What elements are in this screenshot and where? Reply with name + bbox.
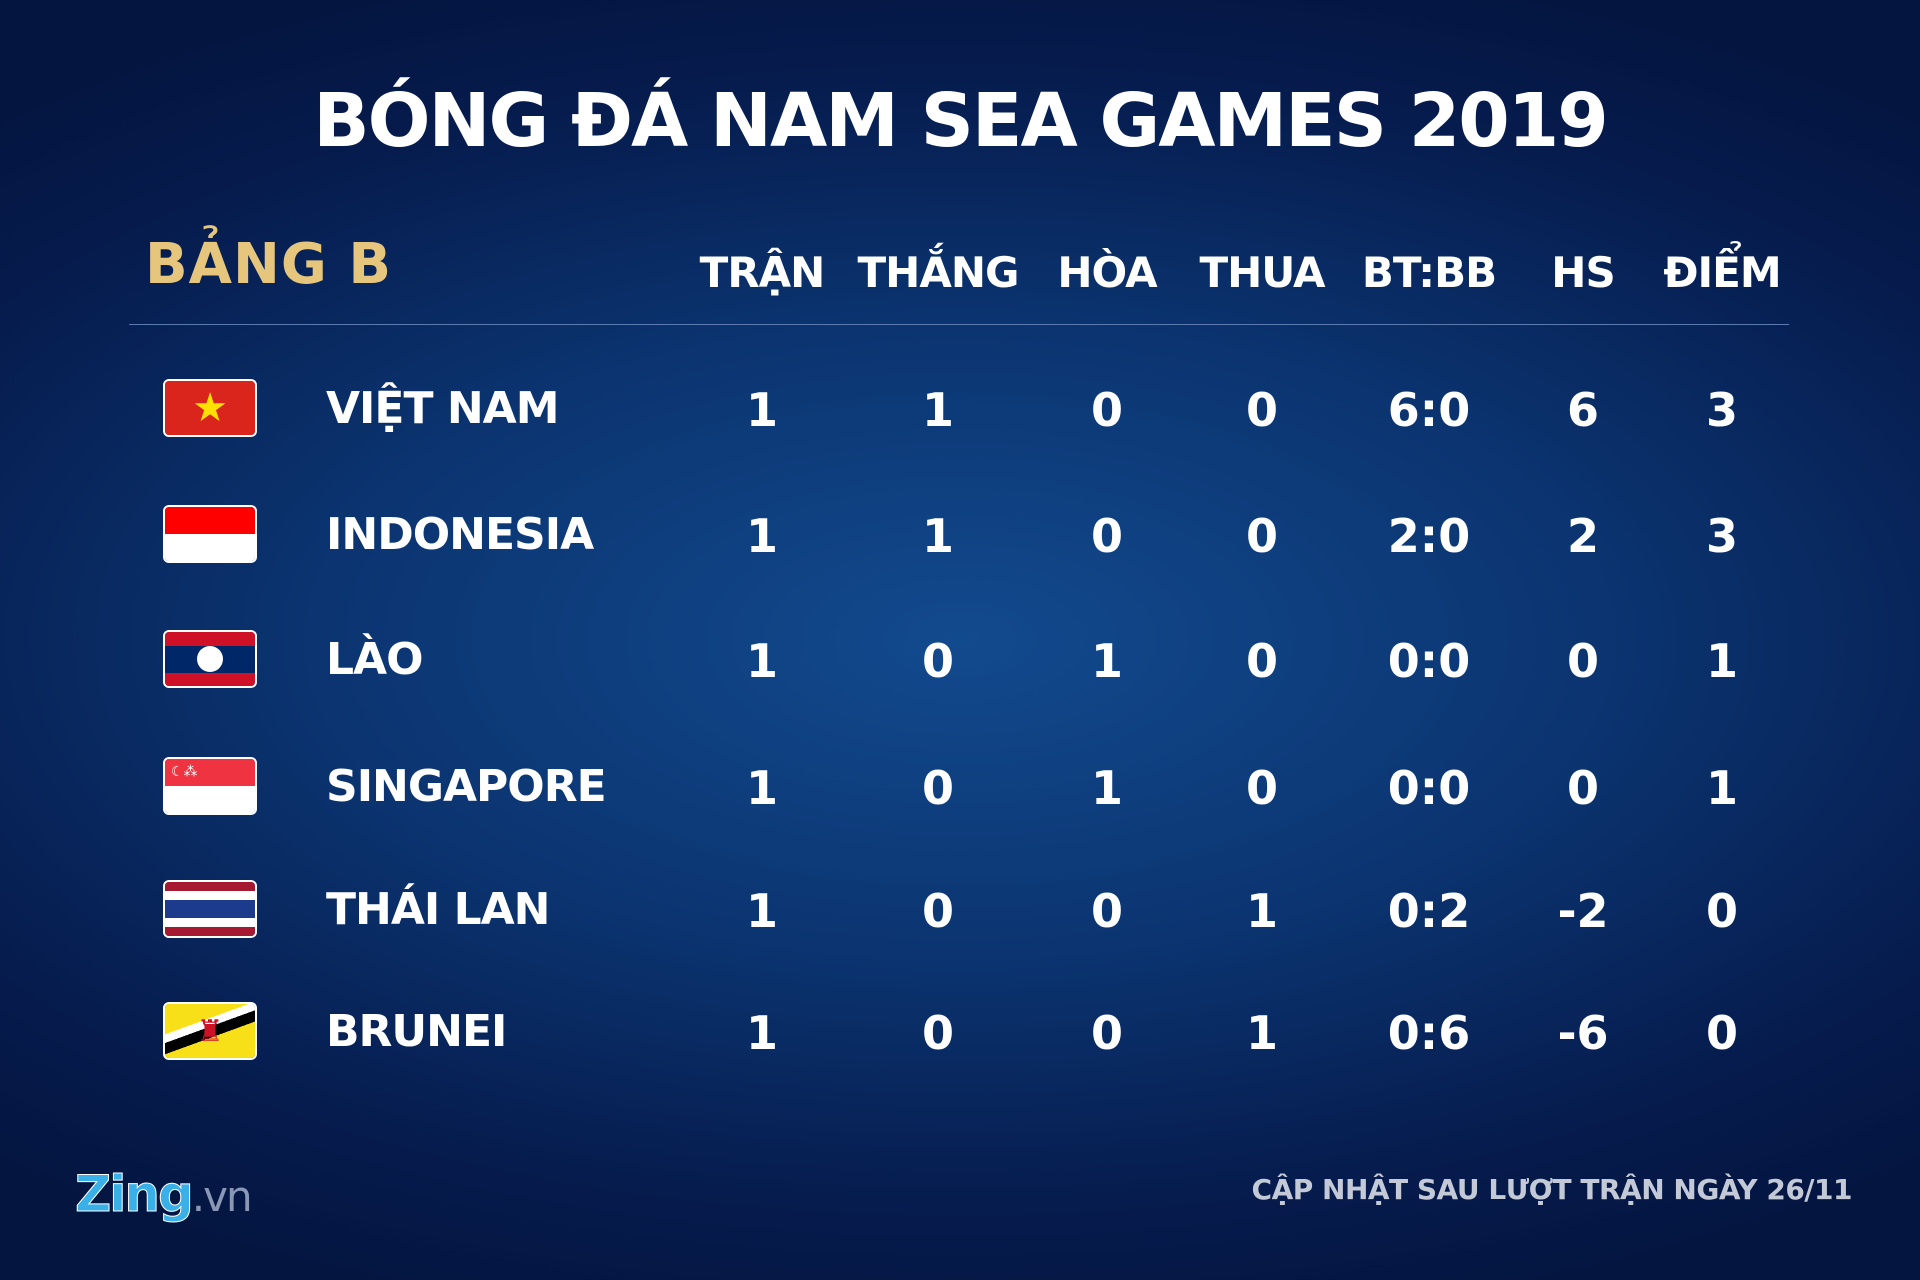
table-row: ☾⁂ SINGAPORE 1 0 1 0 0:0 0 1 <box>0 751 1920 821</box>
team-name: BRUNEI <box>326 1006 507 1057</box>
header-losses: THUA <box>1199 248 1325 297</box>
cell-draws: 0 <box>1090 509 1124 563</box>
header-matches: TRẬN <box>699 248 826 297</box>
header-goals: BT:BB <box>1361 248 1497 297</box>
thailand-flag-icon <box>163 880 257 938</box>
team-name: INDONESIA <box>326 509 594 560</box>
cell-goals: 0:2 <box>1387 884 1471 938</box>
header-wins: THẮNG <box>857 248 1020 297</box>
cell-matches: 1 <box>745 634 779 688</box>
cell-wins: 0 <box>921 761 955 815</box>
indonesia-flag-icon <box>163 505 257 563</box>
cell-matches: 1 <box>745 509 779 563</box>
cell-goals: 0:0 <box>1387 634 1471 688</box>
cell-matches: 1 <box>745 1006 779 1060</box>
cell-goals: 2:0 <box>1387 509 1471 563</box>
cell-losses: 1 <box>1245 884 1279 938</box>
vietnam-flag-icon: ★ <box>163 379 257 437</box>
cell-goal-difference: -6 <box>1557 1006 1609 1060</box>
group-label: BẢNG B <box>145 232 393 297</box>
header-points: ĐIỂM <box>1663 248 1781 297</box>
cell-draws: 0 <box>1090 884 1124 938</box>
cell-losses: 0 <box>1245 634 1279 688</box>
cell-points: 3 <box>1705 383 1739 437</box>
update-note: CẬP NHẬT SAU LƯỢT TRẬN NGÀY 26/11 <box>1251 1173 1853 1206</box>
cell-points: 3 <box>1705 509 1739 563</box>
cell-draws: 1 <box>1090 761 1124 815</box>
header-goal-difference: HS <box>1551 248 1615 297</box>
cell-wins: 0 <box>921 634 955 688</box>
cell-losses: 0 <box>1245 761 1279 815</box>
cell-points: 0 <box>1705 884 1739 938</box>
cell-goal-difference: 2 <box>1566 509 1600 563</box>
team-name: LÀO <box>326 634 423 685</box>
cell-draws: 1 <box>1090 634 1124 688</box>
cell-wins: 0 <box>921 1006 955 1060</box>
divider <box>129 324 1789 325</box>
cell-points: 0 <box>1705 1006 1739 1060</box>
table-row: LÀO 1 0 1 0 0:0 0 1 <box>0 624 1920 694</box>
laos-flag-icon <box>163 630 257 688</box>
cell-goals: 6:0 <box>1387 383 1471 437</box>
cell-losses: 0 <box>1245 383 1279 437</box>
table-row: THÁI LAN 1 0 0 1 0:2 -2 0 <box>0 874 1920 944</box>
cell-wins: 0 <box>921 884 955 938</box>
singapore-flag-icon: ☾⁂ <box>163 757 257 815</box>
cell-goal-difference: 0 <box>1566 634 1600 688</box>
cell-goals: 0:6 <box>1387 1006 1471 1060</box>
cell-matches: 1 <box>745 884 779 938</box>
cell-points: 1 <box>1705 634 1739 688</box>
team-name: THÁI LAN <box>326 884 550 935</box>
cell-goals: 0:0 <box>1387 761 1471 815</box>
team-name: SINGAPORE <box>326 761 607 812</box>
table-row: ♜ BRUNEI 1 0 0 1 0:6 -6 0 <box>0 996 1920 1066</box>
cell-losses: 0 <box>1245 509 1279 563</box>
cell-matches: 1 <box>745 761 779 815</box>
cell-wins: 1 <box>921 383 955 437</box>
header-draws: HÒA <box>1057 248 1157 297</box>
cell-losses: 1 <box>1245 1006 1279 1060</box>
zing-logo: Zing.vn <box>75 1165 253 1224</box>
cell-points: 1 <box>1705 761 1739 815</box>
table-row: INDONESIA 1 1 0 0 2:0 2 3 <box>0 499 1920 569</box>
table-row: ★ VIỆT NAM 1 1 0 0 6:0 6 3 <box>0 373 1920 443</box>
cell-matches: 1 <box>745 383 779 437</box>
cell-draws: 0 <box>1090 383 1124 437</box>
cell-goal-difference: 0 <box>1566 761 1600 815</box>
page-title: BÓNG ĐÁ NAM SEA GAMES 2019 <box>313 78 1608 164</box>
team-name: VIỆT NAM <box>326 383 559 434</box>
cell-draws: 0 <box>1090 1006 1124 1060</box>
cell-goal-difference: 6 <box>1566 383 1600 437</box>
cell-goal-difference: -2 <box>1557 884 1609 938</box>
brunei-flag-icon: ♜ <box>163 1002 257 1060</box>
cell-wins: 1 <box>921 509 955 563</box>
